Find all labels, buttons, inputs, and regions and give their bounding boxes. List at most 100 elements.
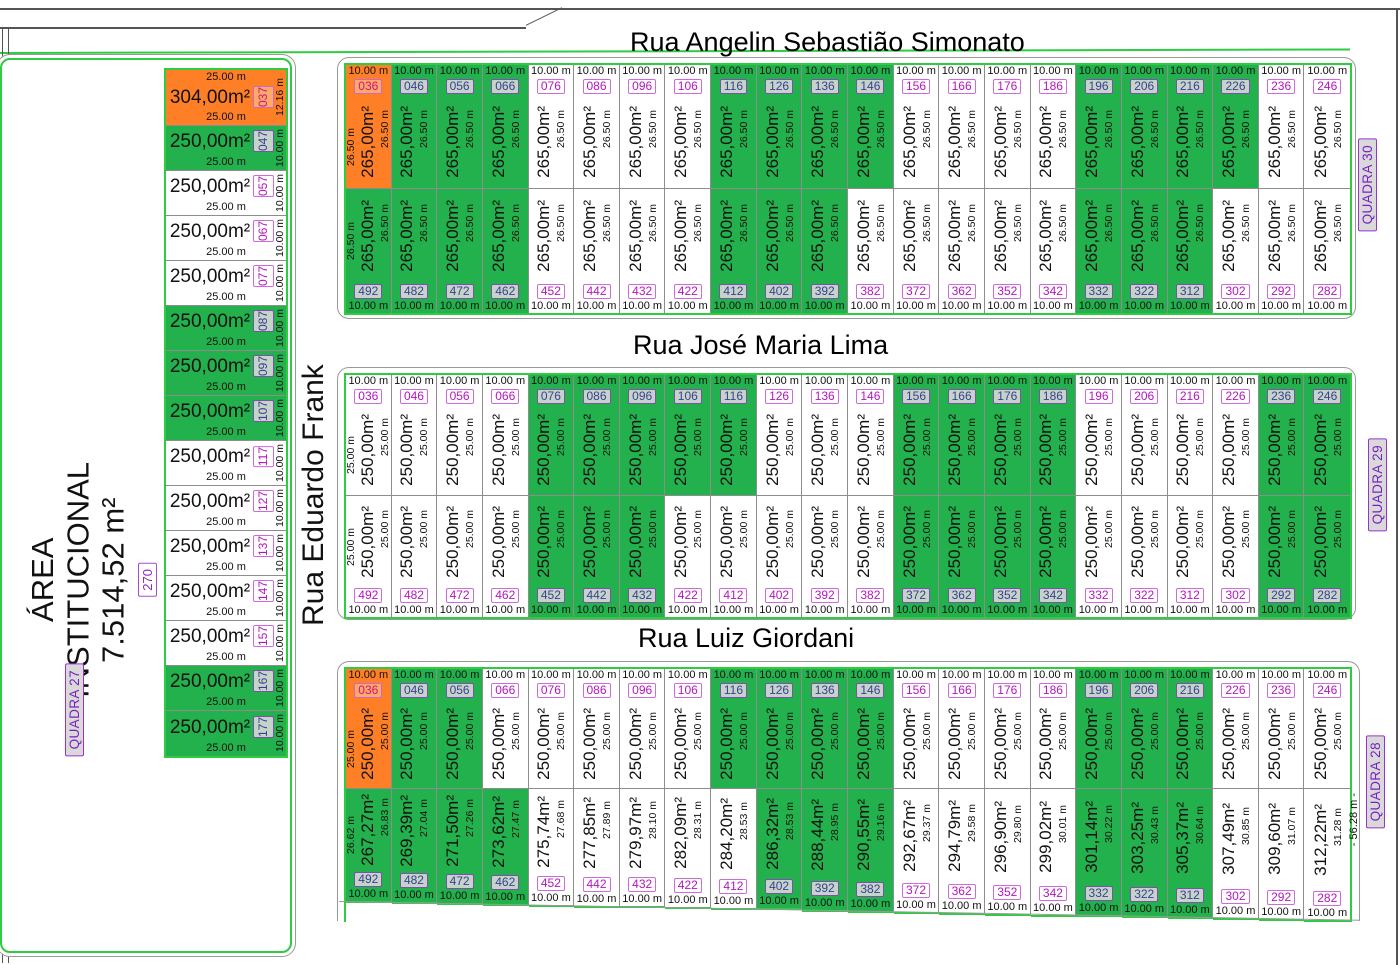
lot-372[interactable]: 292,67m² 29.37 m 372 10.00 m bbox=[893, 789, 940, 914]
lot-076[interactable]: 10.00 m 076 250,00m² 25.00 m bbox=[528, 375, 575, 496]
lot-096[interactable]: 10.00 m 096 265,00m² 26.50 m bbox=[619, 65, 666, 189]
lot-312[interactable]: 250,00m² 25.00 m 312 10.00 m bbox=[1167, 496, 1214, 617]
lot-226[interactable]: 10.00 m 226 250,00m² 25.00 m bbox=[1213, 669, 1259, 789]
lot-106[interactable]: 10.00 m 106 250,00m² 25.00 m bbox=[665, 669, 712, 789]
lot-246[interactable]: 10.00 m 246 250,00m² 25.00 m bbox=[1304, 375, 1351, 496]
lot-156[interactable]: 10.00 m 156 250,00m² 25.00 m bbox=[893, 669, 940, 789]
lot-292[interactable]: 250,00m² 25.00 m 292 10.00 m bbox=[1258, 496, 1305, 617]
lot-422[interactable]: 265,00m² 26.50 m 422 10.00 m bbox=[665, 189, 712, 313]
lot-492[interactable]: 26.50 m 265,00m² 26.50 m 492 10.00 m bbox=[346, 189, 392, 313]
lot-322[interactable]: 250,00m² 25.00 m 322 10.00 m bbox=[1121, 496, 1168, 617]
lot-116[interactable]: 10.00 m 116 265,00m² 26.50 m bbox=[711, 65, 757, 189]
lot-246[interactable]: 10.00 m 246 250,00m² 25.00 m bbox=[1304, 669, 1351, 789]
lot-036[interactable]: 10.00 m 036 26.50 m 265,00m² 26.50 m bbox=[346, 65, 392, 189]
lot-056[interactable]: 10.00 m 056 265,00m² 26.50 m bbox=[437, 65, 483, 189]
lot-442[interactable]: 277,85m² 27.89 m 442 10.00 m bbox=[574, 789, 620, 908]
lot-432[interactable]: 250,00m² 25.00 m 432 10.00 m bbox=[619, 496, 666, 617]
lot-096[interactable]: 10.00 m 096 250,00m² 25.00 m bbox=[619, 375, 666, 496]
lot-472[interactable]: 250,00m² 25.00 m 472 10.00 m bbox=[437, 496, 483, 617]
lot-036[interactable]: 10.00 m 036 25.00 m 250,00m² 25.00 m bbox=[346, 669, 392, 789]
lot-047[interactable]: 250,00m² 047 25.00 m 10.00 m bbox=[166, 126, 286, 171]
lot-176[interactable]: 10.00 m 176 265,00m² 26.50 m bbox=[984, 65, 1031, 189]
lot-236[interactable]: 10.00 m 236 250,00m² 25.00 m bbox=[1258, 375, 1305, 496]
lot-216[interactable]: 10.00 m 216 250,00m² 25.00 m bbox=[1167, 375, 1214, 496]
lot-392[interactable]: 265,00m² 26.50 m 392 10.00 m bbox=[802, 189, 849, 313]
lot-097[interactable]: 250,00m² 097 25.00 m 10.00 m bbox=[166, 351, 286, 396]
lot-462[interactable]: 250,00m² 25.00 m 462 10.00 m bbox=[482, 496, 529, 617]
lot-362[interactable]: 294,79m² 29.58 m 362 10.00 m bbox=[939, 789, 985, 915]
lot-302[interactable]: 307,49m² 30.85 m 302 10.00 m bbox=[1213, 789, 1259, 920]
lot-156[interactable]: 10.00 m 156 250,00m² 25.00 m bbox=[893, 375, 940, 496]
lot-432[interactable]: 279,97m² 28.10 m 432 10.00 m bbox=[619, 789, 666, 908]
lot-226[interactable]: 10.00 m 226 250,00m² 25.00 m bbox=[1213, 375, 1259, 496]
lot-196[interactable]: 10.00 m 196 265,00m² 26.50 m bbox=[1076, 65, 1122, 189]
lot-077[interactable]: 250,00m² 077 25.00 m 10.00 m bbox=[166, 261, 286, 306]
lot-282[interactable]: 265,00m² 26.50 m 282 10.00 m bbox=[1304, 189, 1351, 313]
lot-106[interactable]: 10.00 m 106 250,00m² 25.00 m bbox=[665, 375, 712, 496]
lot-342[interactable]: 299,02m² 30.01 m 342 10.00 m bbox=[1030, 789, 1077, 917]
lot-036[interactable]: 10.00 m 036 25.00 m 250,00m² 25.00 m bbox=[346, 375, 392, 496]
lot-107[interactable]: 250,00m² 107 25.00 m 10.00 m bbox=[166, 396, 286, 441]
lot-472[interactable]: 271,50m² 27.26 m 472 10.00 m bbox=[437, 789, 483, 905]
lot-156[interactable]: 10.00 m 156 265,00m² 26.50 m bbox=[893, 65, 940, 189]
lot-392[interactable]: 250,00m² 25.00 m 392 10.00 m bbox=[802, 496, 849, 617]
lot-176[interactable]: 10.00 m 176 250,00m² 25.00 m bbox=[984, 669, 1031, 789]
lot-402[interactable]: 265,00m² 26.50 m 402 10.00 m bbox=[756, 189, 803, 313]
lot-236[interactable]: 10.00 m 236 265,00m² 26.50 m bbox=[1258, 65, 1305, 189]
lot-352[interactable]: 250,00m² 25.00 m 352 10.00 m bbox=[984, 496, 1031, 617]
lot-136[interactable]: 10.00 m 136 265,00m² 26.50 m bbox=[802, 65, 849, 189]
lot-137[interactable]: 250,00m² 137 25.00 m 10.00 m bbox=[166, 531, 286, 576]
lot-292[interactable]: 265,00m² 26.50 m 292 10.00 m bbox=[1258, 189, 1305, 313]
lot-452[interactable]: 265,00m² 26.50 m 452 10.00 m bbox=[528, 189, 575, 313]
lot-087[interactable]: 250,00m² 087 25.00 m 10.00 m bbox=[166, 306, 286, 351]
lot-492[interactable]: 25.00 m 250,00m² 25.00 m 492 10.00 m bbox=[346, 496, 392, 617]
lot-322[interactable]: 303,25m² 30.43 m 322 10.00 m bbox=[1121, 789, 1168, 918]
lot-136[interactable]: 10.00 m 136 250,00m² 25.00 m bbox=[802, 375, 849, 496]
lot-452[interactable]: 275,74m² 27.68 m 452 10.00 m bbox=[528, 789, 575, 907]
lot-057[interactable]: 250,00m² 057 25.00 m 10.00 m bbox=[166, 171, 286, 216]
lot-046[interactable]: 10.00 m 046 265,00m² 26.50 m bbox=[391, 65, 438, 189]
lot-342[interactable]: 250,00m² 25.00 m 342 10.00 m bbox=[1030, 496, 1077, 617]
lot-066[interactable]: 10.00 m 066 250,00m² 25.00 m bbox=[482, 375, 529, 496]
lot-106[interactable]: 10.00 m 106 265,00m² 26.50 m bbox=[665, 65, 712, 189]
lot-157[interactable]: 250,00m² 157 25.00 m 10.00 m bbox=[166, 621, 286, 666]
lot-462[interactable]: 273,62m² 27.47 m 462 10.00 m bbox=[482, 789, 529, 906]
lot-177[interactable]: 250,00m² 177 25.00 m 10.00 m bbox=[166, 711, 286, 756]
lot-442[interactable]: 265,00m² 26.50 m 442 10.00 m bbox=[574, 189, 620, 313]
lot-056[interactable]: 10.00 m 056 250,00m² 25.00 m bbox=[437, 669, 483, 789]
lot-362[interactable]: 250,00m² 25.00 m 362 10.00 m bbox=[939, 496, 985, 617]
lot-037[interactable]: 25.00 m 304,00m² 037 25.00 m 12.16 m bbox=[166, 70, 286, 126]
lot-482[interactable]: 250,00m² 25.00 m 482 10.00 m bbox=[391, 496, 438, 617]
lot-166[interactable]: 10.00 m 166 250,00m² 25.00 m bbox=[939, 669, 985, 789]
lot-422[interactable]: 282,09m² 28.31 m 422 10.00 m bbox=[665, 789, 712, 909]
lot-382[interactable]: 290,55m² 29.16 m 382 10.00 m bbox=[848, 789, 894, 913]
lot-302[interactable]: 265,00m² 26.50 m 302 10.00 m bbox=[1213, 189, 1259, 313]
lot-402[interactable]: 250,00m² 25.00 m 402 10.00 m bbox=[756, 496, 803, 617]
lot-492[interactable]: 26.62 m 267,27m² 26.83 m 492 10.00 m bbox=[346, 789, 392, 903]
lot-066[interactable]: 10.00 m 066 250,00m² 25.00 m bbox=[482, 669, 529, 789]
lot-056[interactable]: 10.00 m 056 250,00m² 25.00 m bbox=[437, 375, 483, 496]
lot-076[interactable]: 10.00 m 076 265,00m² 26.50 m bbox=[528, 65, 575, 189]
lot-372[interactable]: 265,00m² 26.50 m 372 10.00 m bbox=[893, 189, 940, 313]
lot-382[interactable]: 265,00m² 26.50 m 382 10.00 m bbox=[848, 189, 894, 313]
lot-066[interactable]: 10.00 m 066 265,00m² 26.50 m bbox=[482, 65, 529, 189]
lot-166[interactable]: 10.00 m 166 265,00m² 26.50 m bbox=[939, 65, 985, 189]
lot-462[interactable]: 265,00m² 26.50 m 462 10.00 m bbox=[482, 189, 529, 313]
lot-282[interactable]: 312,22m² 31.28 m 282 10.00 m bbox=[1304, 789, 1351, 922]
lot-146[interactable]: 10.00 m 146 250,00m² 25.00 m bbox=[848, 375, 894, 496]
lot-382[interactable]: 250,00m² 25.00 m 382 10.00 m bbox=[848, 496, 894, 617]
lot-086[interactable]: 10.00 m 086 265,00m² 26.50 m bbox=[574, 65, 620, 189]
lot-322[interactable]: 265,00m² 26.50 m 322 10.00 m bbox=[1121, 189, 1168, 313]
lot-452[interactable]: 250,00m² 25.00 m 452 10.00 m bbox=[528, 496, 575, 617]
lot-216[interactable]: 10.00 m 216 250,00m² 25.00 m bbox=[1167, 669, 1214, 789]
lot-352[interactable]: 265,00m² 26.50 m 352 10.00 m bbox=[984, 189, 1031, 313]
lot-412[interactable]: 284,20m² 28.53 m 412 10.00 m bbox=[711, 789, 757, 910]
lot-332[interactable]: 301,14m² 30.22 m 332 10.00 m bbox=[1076, 789, 1122, 917]
lot-196[interactable]: 10.00 m 196 250,00m² 25.00 m bbox=[1076, 375, 1122, 496]
lot-206[interactable]: 10.00 m 206 265,00m² 26.50 m bbox=[1121, 65, 1168, 189]
lot-332[interactable]: 250,00m² 25.00 m 332 10.00 m bbox=[1076, 496, 1122, 617]
lot-412[interactable]: 250,00m² 25.00 m 412 10.00 m bbox=[711, 496, 757, 617]
lot-412[interactable]: 265,00m² 26.50 m 412 10.00 m bbox=[711, 189, 757, 313]
lot-422[interactable]: 250,00m² 25.00 m 422 10.00 m bbox=[665, 496, 712, 617]
lot-216[interactable]: 10.00 m 216 265,00m² 26.50 m bbox=[1167, 65, 1214, 189]
